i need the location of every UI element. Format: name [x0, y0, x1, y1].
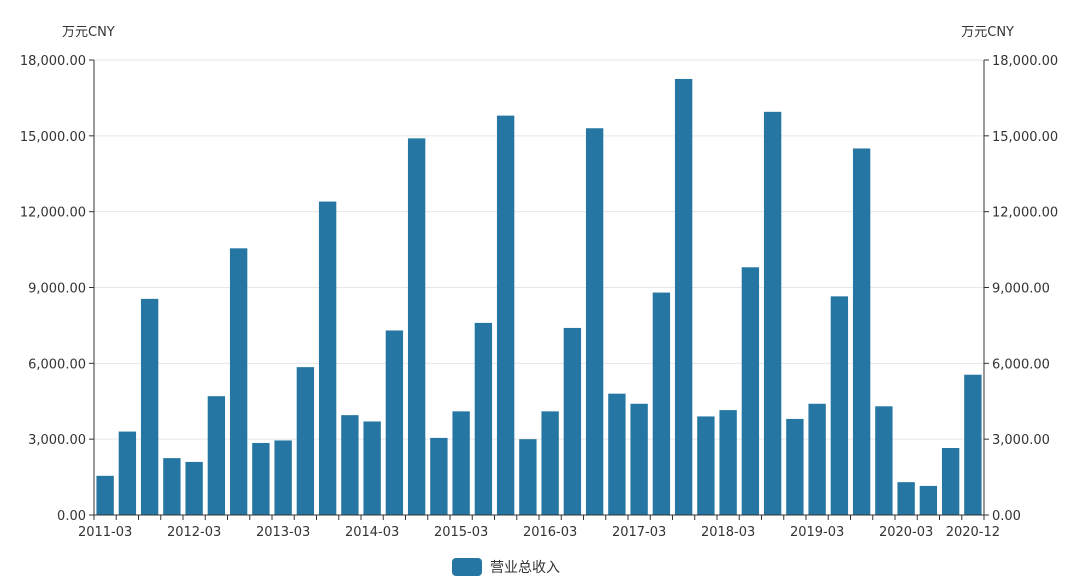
bar[interactable]: [630, 403, 648, 515]
bar[interactable]: [941, 448, 960, 515]
x-tick-label: 2018-03: [701, 525, 755, 540]
bar[interactable]: [341, 415, 359, 515]
bar[interactable]: [274, 440, 292, 515]
bar[interactable]: [830, 296, 849, 515]
right-y-axis-unit: 万元CNY: [961, 25, 1014, 40]
bar[interactable]: [674, 78, 693, 516]
y-tick-label-left: 9,000.00: [28, 282, 86, 297]
bar[interactable]: [697, 416, 715, 515]
bar[interactable]: [852, 148, 871, 515]
legend-swatch[interactable]: [452, 558, 482, 576]
bar[interactable]: [407, 138, 426, 516]
bar[interactable]: [964, 374, 982, 515]
bar[interactable]: [318, 201, 337, 515]
y-tick-label-left: 0.00: [57, 509, 86, 524]
bar[interactable]: [608, 393, 626, 515]
bar[interactable]: [96, 475, 114, 515]
y-tick-label-left: 6,000.00: [28, 357, 86, 372]
bar[interactable]: [363, 421, 381, 515]
bar[interactable]: [185, 461, 203, 515]
y-tick-label-right: 15,000.00: [992, 130, 1058, 145]
legend[interactable]: 营业总收入: [452, 558, 560, 576]
y-tick-label-left: 12,000.00: [20, 206, 86, 221]
x-tick-label: 2011-03: [78, 525, 132, 540]
x-tick-label: 2013-03: [256, 525, 310, 540]
bar[interactable]: [763, 111, 782, 515]
x-tick-label: 2012-03: [167, 525, 221, 540]
grid-lines: [94, 59, 984, 440]
bar[interactable]: [296, 367, 315, 516]
x-tick-label: 2014-03: [345, 525, 399, 540]
x-tick-label: 2020-03: [879, 525, 933, 540]
bars: [96, 78, 982, 516]
x-tick-label: 2017-03: [612, 525, 666, 540]
bar[interactable]: [163, 458, 181, 516]
x-tick-label: 2020-12: [946, 525, 1000, 540]
left-y-axis-unit: 万元CNY: [62, 25, 115, 40]
y-tick-label-right: 12,000.00: [992, 206, 1058, 221]
x-tick-label: 2015-03: [434, 525, 488, 540]
bar[interactable]: [430, 437, 448, 515]
bar[interactable]: [808, 403, 826, 515]
bar[interactable]: [652, 292, 671, 515]
bar[interactable]: [719, 410, 737, 515]
x-tick-label: 2016-03: [523, 525, 577, 540]
y-tick-label-left: 15,000.00: [20, 130, 86, 145]
y-tick-label-left: 18,000.00: [20, 54, 86, 69]
bar[interactable]: [252, 442, 270, 515]
y-tick-label-right: 3,000.00: [992, 433, 1050, 448]
bar[interactable]: [229, 248, 248, 515]
y-tick-label-right: 0.00: [992, 509, 1021, 524]
bar[interactable]: [474, 322, 493, 515]
bar[interactable]: [207, 396, 226, 515]
y-tick-label-left: 3,000.00: [28, 433, 86, 448]
bar[interactable]: [140, 298, 159, 516]
bar[interactable]: [541, 411, 559, 515]
bar[interactable]: [585, 128, 604, 515]
bar[interactable]: [452, 411, 470, 515]
y-tick-label-right: 6,000.00: [992, 357, 1050, 372]
y-tick-label-right: 18,000.00: [992, 54, 1058, 69]
y-tick-label-right: 9,000.00: [992, 282, 1050, 297]
bar[interactable]: [875, 406, 893, 515]
bar[interactable]: [496, 115, 515, 516]
axes: 0.00 0.00 3,000.00 3,000.00 6,000.00 6,000.00…: [20, 54, 1058, 540]
bar[interactable]: [385, 330, 404, 515]
bar[interactable]: [741, 267, 760, 515]
bar[interactable]: [786, 418, 804, 515]
bar[interactable]: [563, 327, 582, 515]
bar[interactable]: [519, 439, 537, 515]
x-tick-label: 2019-03: [790, 525, 844, 540]
bar[interactable]: [118, 431, 137, 515]
bar[interactable]: [919, 485, 938, 515]
bar[interactable]: [897, 482, 915, 515]
legend-label[interactable]: 营业总收入: [490, 560, 560, 576]
